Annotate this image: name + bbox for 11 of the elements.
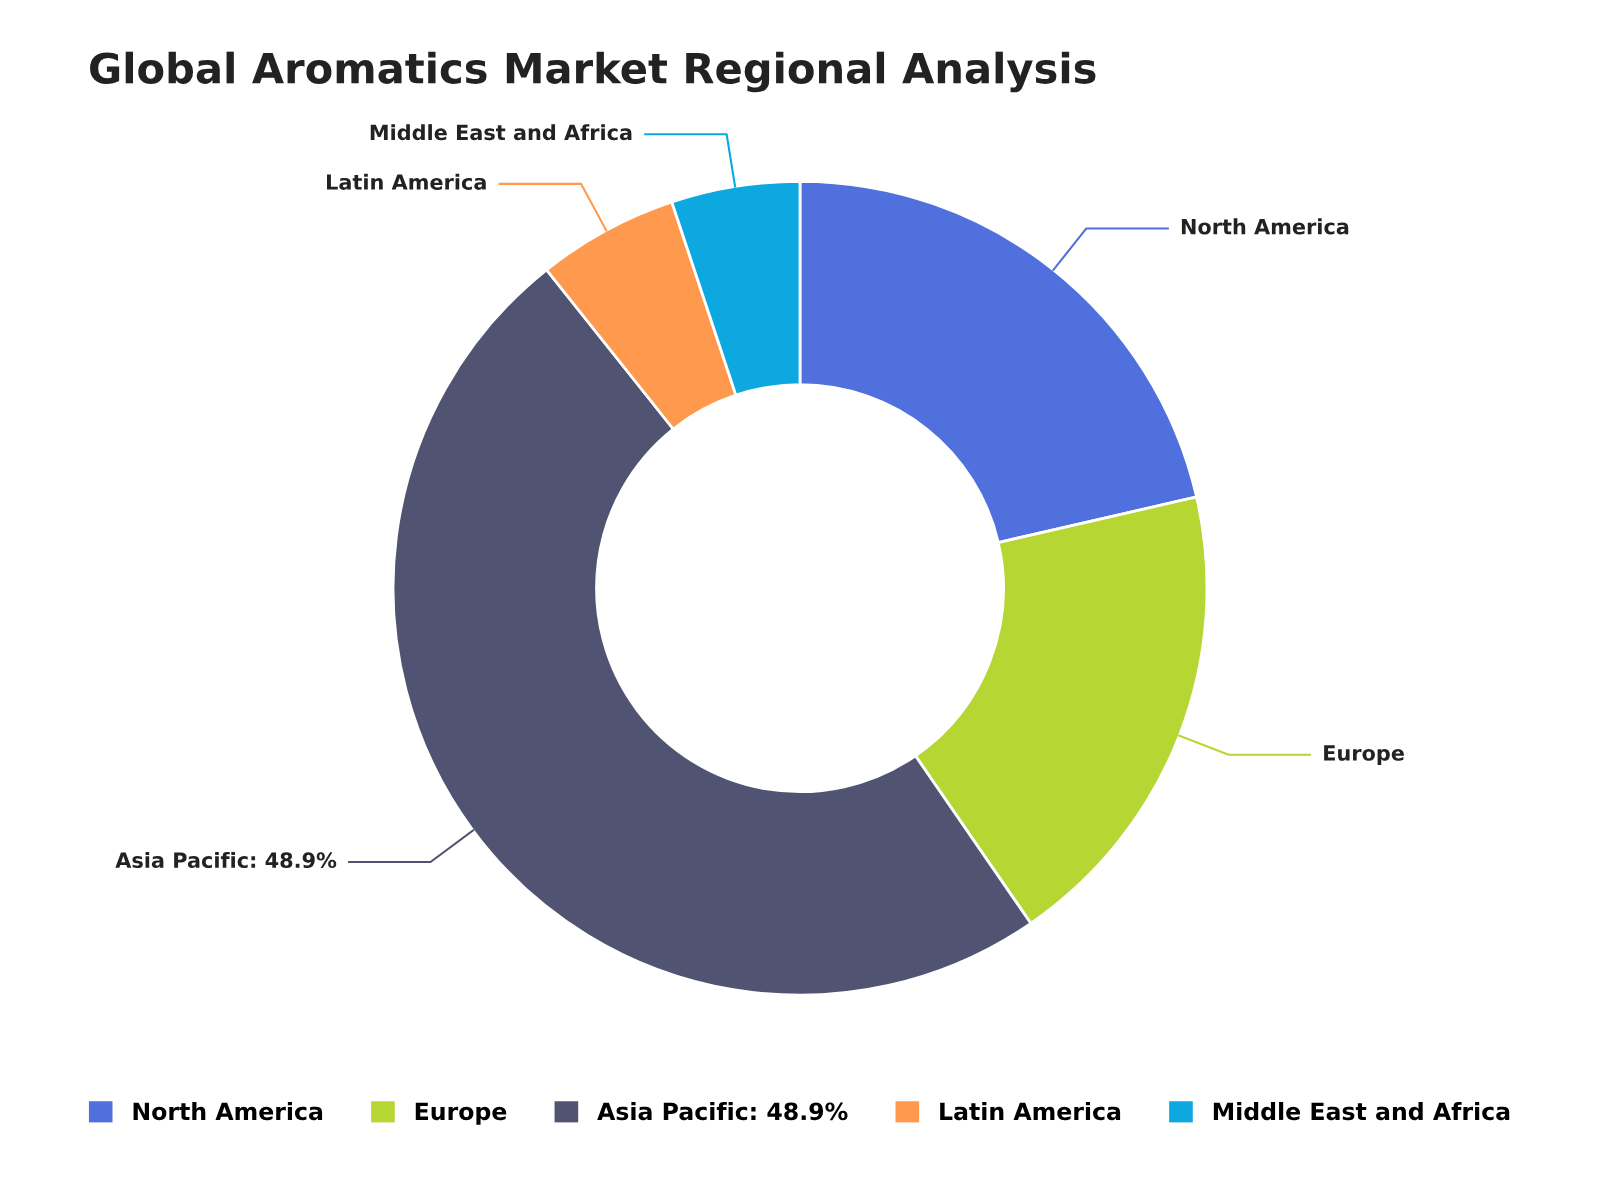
chart-title: Global Aromatics Market Regional Analysis (90, 51, 1096, 93)
slice-label: North America (1181, 218, 1349, 235)
legend-label: Latin America (940, 1101, 1121, 1121)
slice-label: Middle East and Africa (370, 124, 632, 141)
legend-label: Asia Pacific: 48.9% (597, 1101, 848, 1121)
slice-label: Asia Pacific: 48.9% (115, 851, 337, 869)
slice-label: Latin America (327, 173, 486, 190)
legend-label: Europe (415, 1102, 507, 1125)
legend-label: Middle East and Africa (1213, 1101, 1510, 1121)
slice-label: Europe (1324, 745, 1404, 765)
legend-label: North America (133, 1101, 323, 1121)
